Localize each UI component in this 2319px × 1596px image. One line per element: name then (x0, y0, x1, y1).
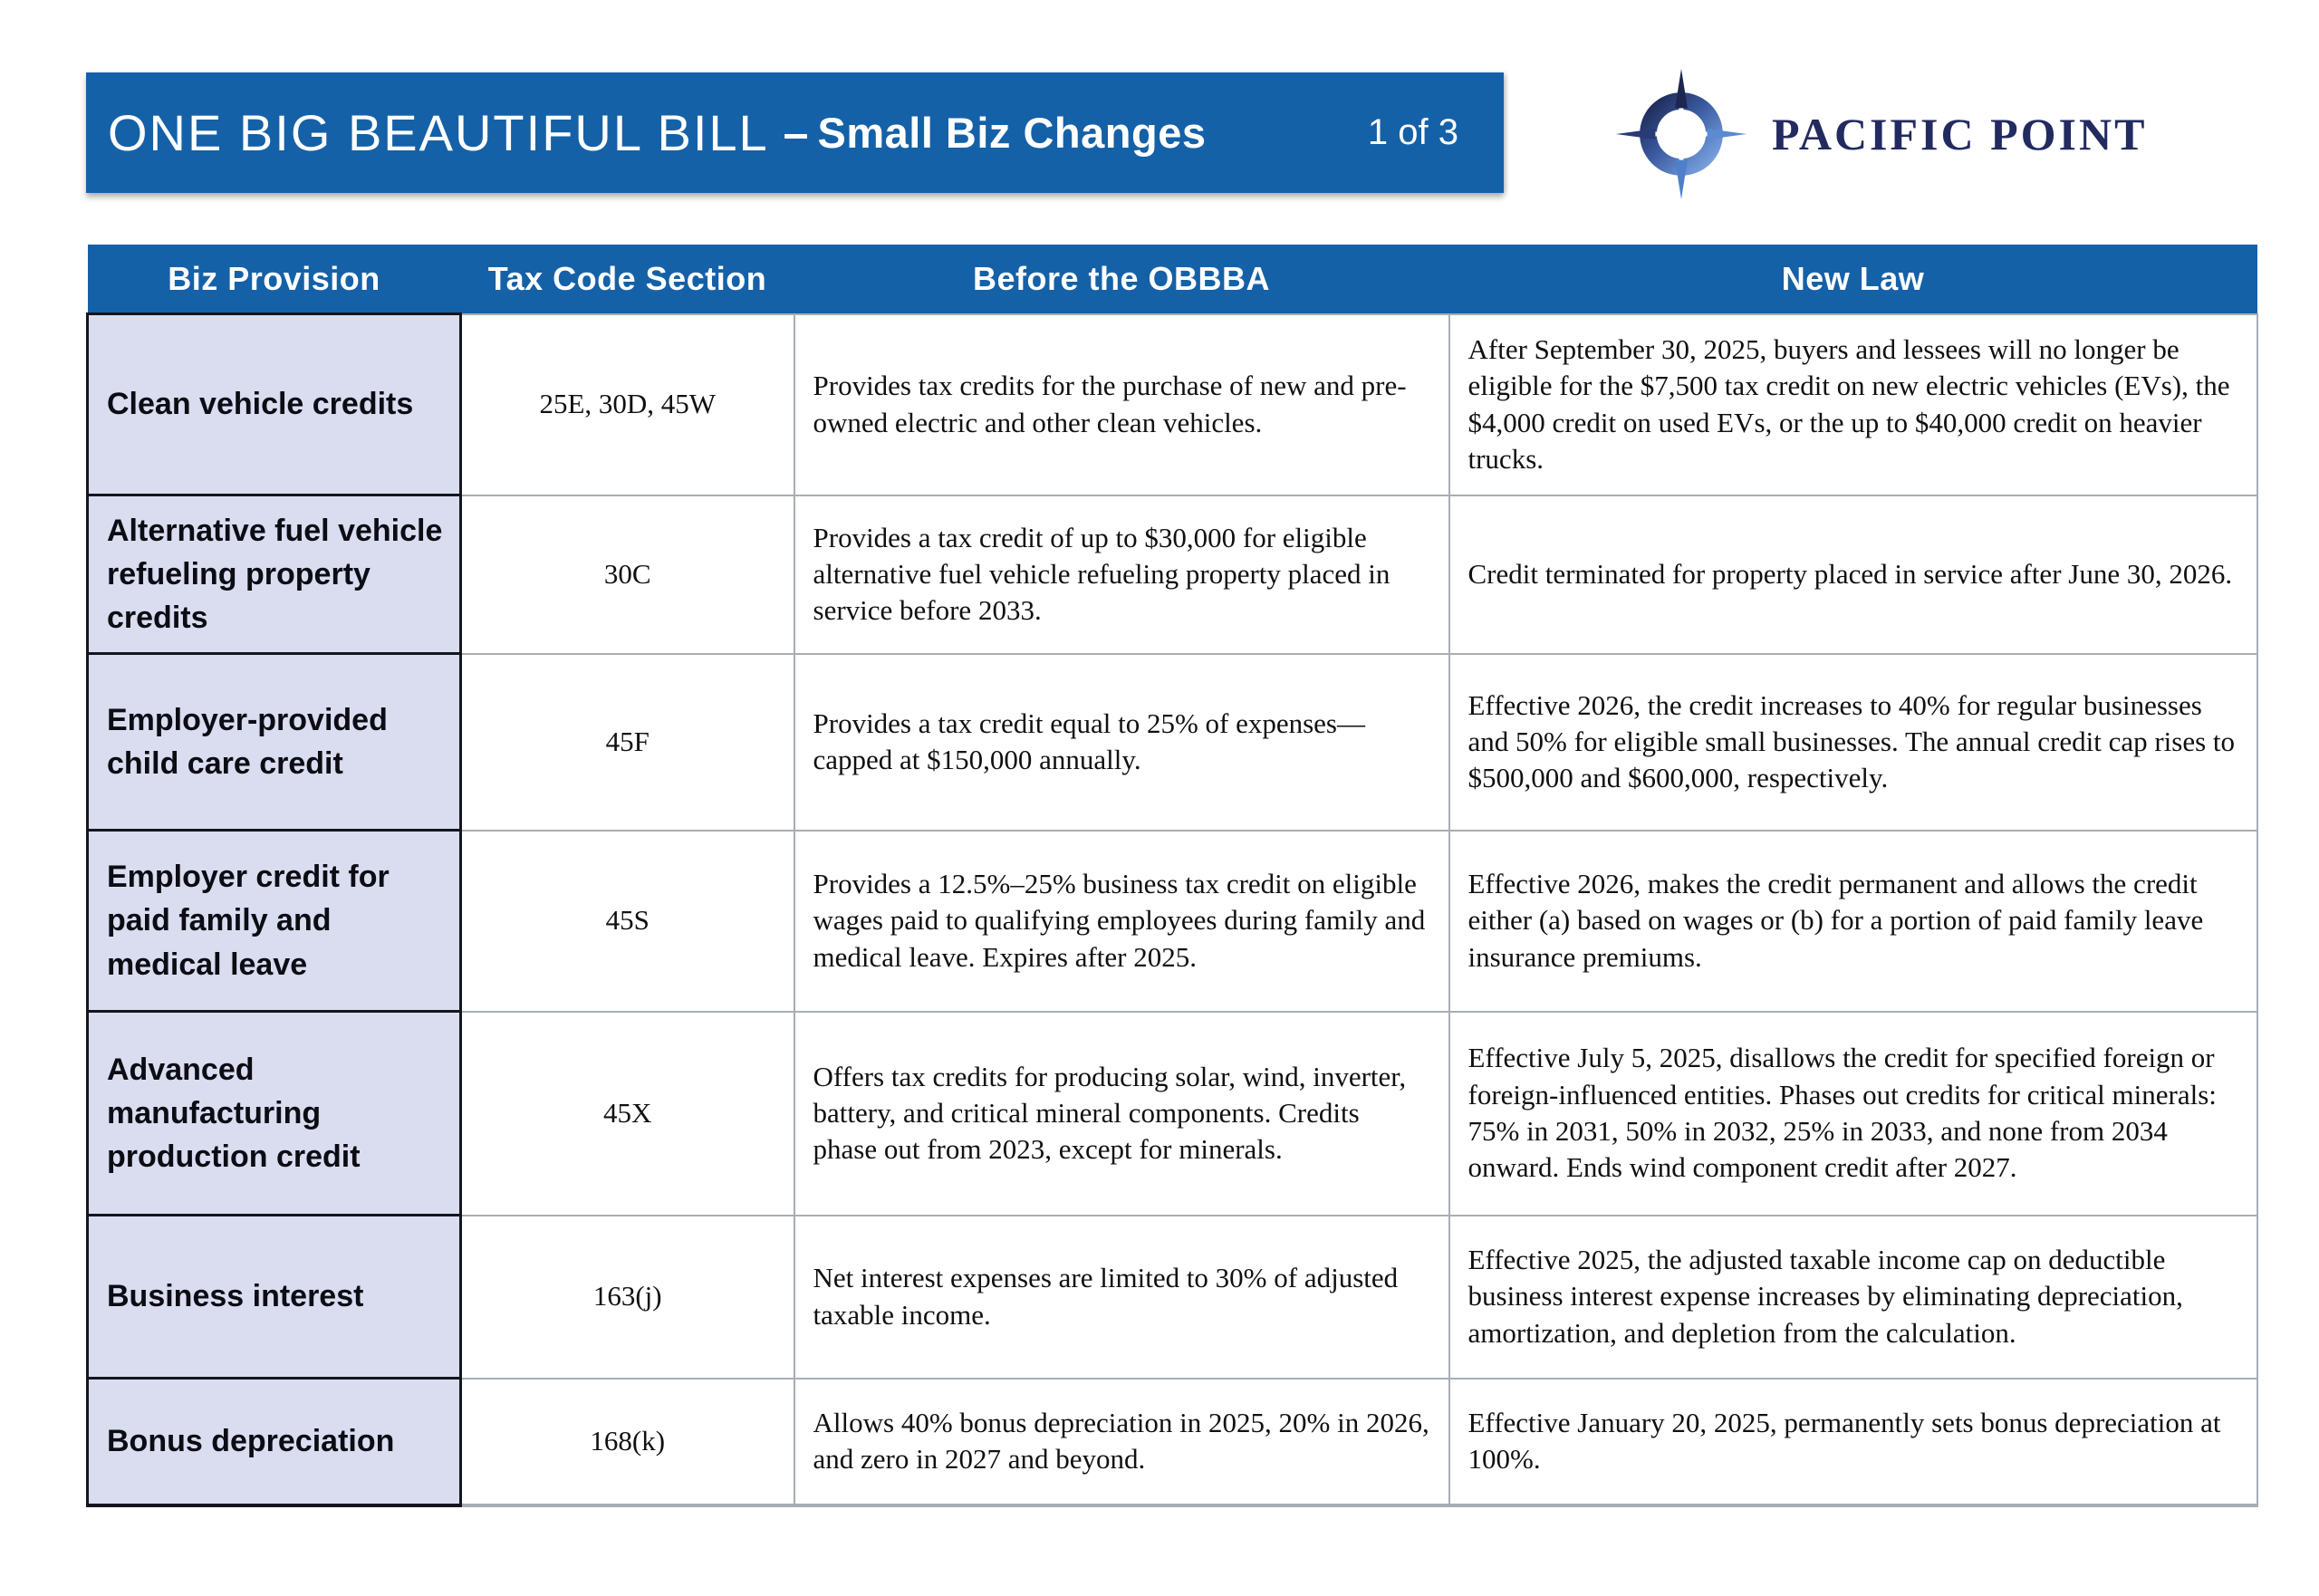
table-row: Employer credit for paid family and medi… (86, 829, 2258, 1013)
table-header-row: Biz Provision Tax Code Section Before th… (87, 245, 2257, 314)
before-cell: Provides tax credits for the purchase of… (793, 312, 1450, 496)
before-cell: Net interest expenses are limited to 30%… (793, 1214, 1450, 1380)
new-law-cell: Effective 2026, the credit increases to … (1448, 652, 2258, 832)
tax-code-cell: 45S (459, 829, 795, 1013)
column-header-tax-code-section: Tax Code Section (460, 245, 794, 314)
new-law-cell: Effective January 20, 2025, permanently … (1448, 1377, 2258, 1507)
provision-cell: Alternative fuel vehicle refueling prope… (86, 494, 462, 655)
table-row: Clean vehicle credits 25E, 30D, 45W Prov… (86, 312, 2258, 496)
new-law-cell: Effective 2025, the adjusted taxable inc… (1448, 1214, 2258, 1380)
table-row: Advanced manufacturing production credit… (86, 1010, 2258, 1216)
provision-cell: Bonus depreciation (86, 1377, 462, 1507)
provision-cell: Clean vehicle credits (86, 312, 462, 496)
table-row: Business interest 163(j) Net interest ex… (86, 1214, 2258, 1380)
new-law-cell: After September 30, 2025, buyers and les… (1448, 312, 2258, 496)
table-row: Alternative fuel vehicle refueling prope… (86, 494, 2258, 655)
before-cell: Provides a tax credit equal to 25% of ex… (793, 652, 1450, 832)
table-row: Employer-provided child care credit 45F … (86, 652, 2258, 832)
page-subtitle: Small Biz Changes (817, 109, 1207, 157)
provision-cell: Business interest (86, 1214, 462, 1380)
provision-cell: Advanced manufacturing production credit (86, 1010, 462, 1216)
tax-code-cell: 25E, 30D, 45W (459, 312, 795, 496)
new-law-cell: Credit terminated for property placed in… (1448, 494, 2258, 655)
title-dash: – (783, 107, 809, 159)
brand-name: PACIFIC POINT (1772, 108, 2148, 159)
table-row: Bonus depreciation 168(k) Allows 40% bon… (86, 1377, 2258, 1507)
page-indicator: 1 of 3 (1367, 112, 1458, 152)
before-cell: Provides a 12.5%–25% business tax credit… (793, 829, 1450, 1013)
provisions-table: Biz Provision Tax Code Section Before th… (86, 245, 2258, 1507)
provision-cell: Employer credit for paid family and medi… (86, 829, 462, 1013)
column-header-new-law: New Law (1448, 245, 2257, 314)
brand-logo: PACIFIC POINT (1614, 63, 2147, 204)
before-cell: Allows 40% bonus depreciation in 2025, 2… (793, 1377, 1450, 1507)
new-law-cell: Effective 2026, makes the credit permane… (1448, 829, 2258, 1013)
column-header-before-obbba: Before the OBBBA (794, 245, 1449, 314)
before-cell: Provides a tax credit of up to $30,000 f… (793, 494, 1450, 655)
compass-icon (1614, 67, 1748, 201)
tax-code-cell: 163(j) (459, 1214, 795, 1380)
tax-code-cell: 45X (459, 1010, 795, 1216)
tax-code-cell: 45F (459, 652, 795, 832)
title-banner: ONE BIG BEAUTIFUL BILL – Small Biz Chang… (86, 72, 1504, 193)
before-cell: Offers tax credits for producing solar, … (793, 1010, 1450, 1216)
provision-cell: Employer-provided child care credit (86, 652, 462, 832)
tax-code-cell: 168(k) (459, 1377, 795, 1507)
new-law-cell: Effective July 5, 2025, disallows the cr… (1448, 1010, 2258, 1216)
page-title: ONE BIG BEAUTIFUL BILL (108, 104, 769, 161)
tax-code-cell: 30C (459, 494, 795, 655)
column-header-biz-provision: Biz Provision (87, 245, 461, 314)
